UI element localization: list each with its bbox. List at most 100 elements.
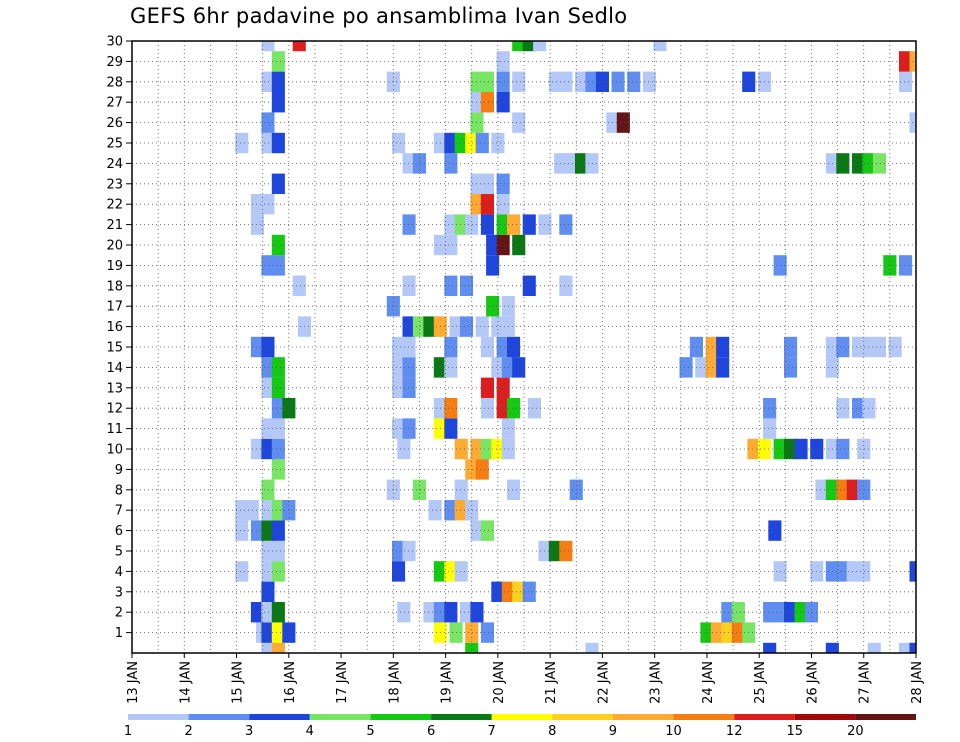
heatmap-cell bbox=[527, 398, 541, 419]
legend-swatch bbox=[249, 714, 310, 720]
heatmap-cell bbox=[825, 642, 839, 653]
heatmap-cell bbox=[402, 214, 416, 235]
y-tick-label: 11 bbox=[106, 422, 123, 437]
x-tick-label: 26 JAN bbox=[805, 661, 820, 704]
heatmap-cell bbox=[392, 561, 406, 582]
heatmap-cell bbox=[261, 112, 275, 133]
heatmap-cell bbox=[444, 336, 458, 358]
heatmap-cell bbox=[548, 71, 562, 92]
heatmap-cell bbox=[507, 336, 521, 358]
heatmap-cell bbox=[444, 500, 458, 521]
legend-label: 3 bbox=[245, 724, 253, 739]
heatmap-cell bbox=[512, 112, 526, 133]
heatmap-cell bbox=[872, 336, 886, 358]
heatmap-cell bbox=[402, 153, 416, 174]
y-tick-label: 6 bbox=[115, 524, 123, 539]
heatmap-cell bbox=[261, 642, 275, 653]
heatmap-cell bbox=[261, 479, 275, 500]
heatmap-cell bbox=[716, 357, 730, 378]
heatmap-cell bbox=[496, 173, 510, 194]
heatmap-cell bbox=[480, 71, 494, 92]
legend-label: 15 bbox=[787, 724, 804, 739]
x-tick-label: 20 JAN bbox=[492, 661, 507, 704]
heatmap-cell bbox=[575, 153, 589, 174]
heatmap-cell bbox=[512, 357, 526, 378]
heatmap-cell bbox=[271, 602, 285, 623]
y-tick-label: 18 bbox=[106, 279, 123, 294]
legend-swatch bbox=[128, 714, 189, 720]
heatmap-cell bbox=[507, 214, 521, 235]
heatmap-cell bbox=[559, 214, 573, 235]
heatmap-cell bbox=[271, 357, 285, 378]
heatmap-cell bbox=[386, 296, 400, 317]
heatmap-cell bbox=[271, 132, 285, 154]
heatmap-cell bbox=[491, 132, 505, 154]
heatmap-cell bbox=[721, 602, 735, 623]
heatmap-cell bbox=[444, 275, 458, 296]
x-tick-label: 17 JAN bbox=[335, 661, 350, 704]
heatmap-cell bbox=[512, 581, 526, 602]
heatmap-cell bbox=[392, 540, 406, 562]
heatmap-cell bbox=[235, 520, 249, 541]
heatmap-cell bbox=[899, 71, 913, 92]
heatmap-cell bbox=[846, 561, 860, 582]
heatmap-cell bbox=[836, 438, 850, 460]
y-tick-label: 28 bbox=[106, 75, 123, 90]
heatmap-cell bbox=[444, 234, 458, 256]
heatmap-cell bbox=[475, 459, 489, 480]
heatmap-cell bbox=[522, 581, 536, 602]
heatmap-cell bbox=[250, 194, 264, 215]
heatmap-cell bbox=[271, 71, 285, 92]
heatmap-cell bbox=[261, 255, 275, 276]
heatmap-cell bbox=[444, 214, 458, 235]
heatmap-cell bbox=[564, 153, 578, 174]
heatmap-cell bbox=[444, 561, 458, 582]
heatmap-cell bbox=[867, 642, 881, 653]
heatmap-cell bbox=[412, 153, 426, 174]
heatmap-cell bbox=[496, 398, 510, 419]
x-axis: 13 JAN 14 JAN 15 JAN 16 JAN 17 JAN 18 JAN 19 J… bbox=[126, 653, 925, 704]
x-tick-label: 28 JAN bbox=[910, 661, 925, 704]
heatmap-cell bbox=[480, 194, 494, 215]
heatmap-cell bbox=[271, 459, 285, 480]
heatmap-cell bbox=[522, 41, 536, 52]
heatmap-cell bbox=[559, 540, 573, 562]
heatmap-cell bbox=[292, 275, 306, 296]
heatmap-cell bbox=[533, 41, 547, 52]
heatmap-cell bbox=[480, 622, 494, 643]
heatmap-cell bbox=[235, 500, 249, 521]
heatmap-cell bbox=[392, 132, 406, 154]
heatmap-cell bbox=[465, 622, 479, 643]
heatmap-cell bbox=[444, 418, 458, 439]
legend-label: 9 bbox=[609, 724, 617, 739]
legend-swatch bbox=[309, 714, 371, 720]
heatmap-cell bbox=[852, 153, 866, 174]
heatmap-cell bbox=[423, 602, 437, 623]
heatmap-cell bbox=[397, 602, 411, 623]
y-tick-label: 12 bbox=[106, 402, 123, 417]
heatmap-cell bbox=[480, 336, 494, 358]
heatmap-cell bbox=[731, 622, 745, 643]
heatmap-cell bbox=[872, 153, 886, 174]
y-tick-label: 27 bbox=[106, 96, 123, 111]
y-tick-label: 10 bbox=[106, 443, 123, 458]
x-tick-label: 21 JAN bbox=[544, 661, 559, 704]
heatmap-cell bbox=[271, 377, 285, 398]
heatmap-cell bbox=[763, 642, 777, 653]
heatmap-cell bbox=[250, 520, 264, 541]
heatmap-cell bbox=[763, 602, 777, 623]
heatmap-cell bbox=[235, 561, 249, 582]
heatmap-cell bbox=[261, 438, 275, 460]
legend-swatch bbox=[734, 714, 795, 720]
legend-label: 4 bbox=[306, 724, 314, 739]
heatmap-cell bbox=[642, 71, 656, 92]
heatmap-cell bbox=[480, 173, 494, 194]
heatmap-cell bbox=[512, 234, 526, 256]
heatmap-cell bbox=[460, 316, 474, 337]
y-tick-label: 2 bbox=[115, 606, 123, 621]
heatmap-cell bbox=[402, 336, 416, 358]
legend-label: 6 bbox=[427, 724, 435, 739]
heatmap-cell bbox=[507, 398, 521, 419]
heatmap-cell bbox=[271, 255, 285, 276]
